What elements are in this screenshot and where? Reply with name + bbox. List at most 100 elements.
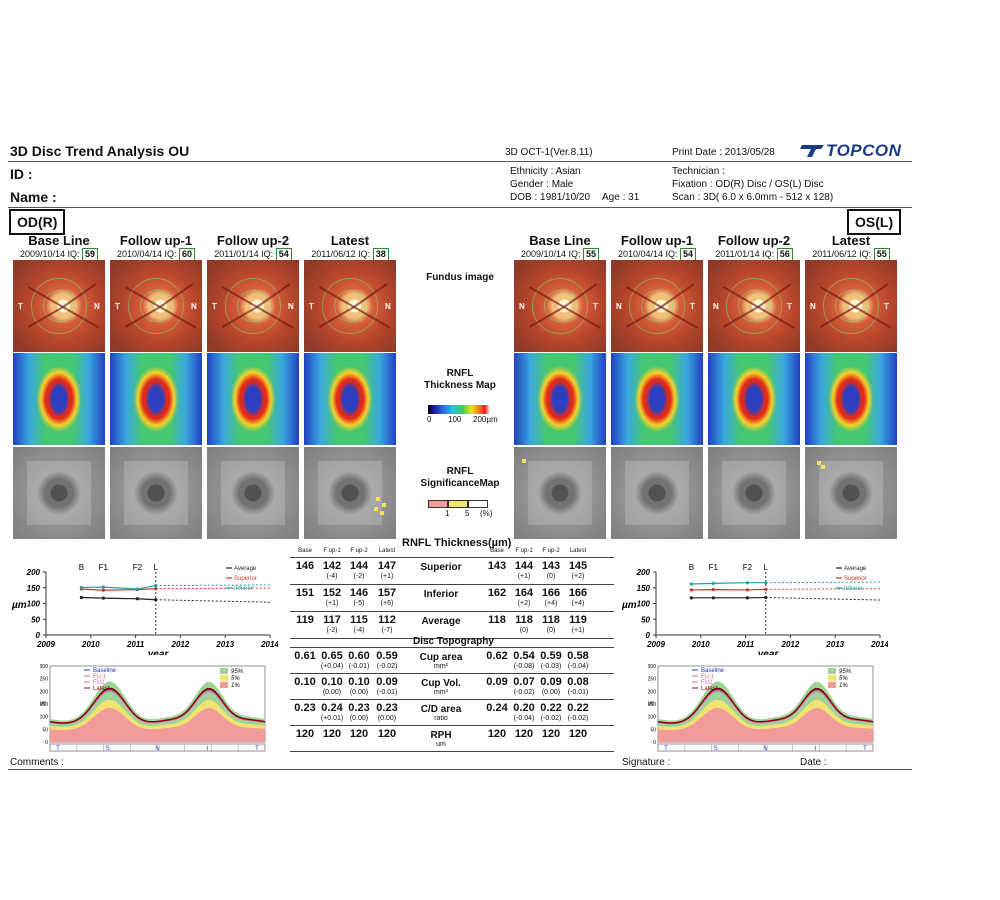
os-topo-delta: (-0.02) (540, 715, 562, 722)
od-col-baseline: Base Line 2009/10/14 IQ: 59 (13, 234, 105, 261)
os-thickness-value: 143 (487, 560, 507, 572)
rnfl-map-label-1: RNFL (446, 368, 474, 379)
profile-y-label: µm (648, 701, 654, 707)
profile-y-tick: 50 (42, 727, 48, 733)
profile-y-tick: 150 (40, 702, 48, 708)
data-point-inferior (689, 582, 693, 586)
od-thickness-delta: (-4) (326, 573, 338, 580)
od-thickness-delta: (-2) (353, 573, 365, 580)
visit-marker-label: F1 (99, 563, 109, 572)
os-col-header: F up-1 (515, 548, 533, 554)
col-date: 2011/06/12 (812, 249, 857, 259)
data-point-average (764, 595, 768, 600)
col-title: Latest (330, 233, 370, 248)
os-topo-value: 120 (514, 728, 534, 740)
sig-flag-yellow (380, 511, 384, 515)
os-col-followup2: Follow up-2 2011/01/14 IQ: 56 (708, 234, 800, 261)
comments-label: Comments : (10, 757, 64, 768)
fundus-n-label: N (385, 302, 391, 311)
os-rnfl-thickness-map-0 (514, 353, 606, 445)
trend-projection-average (765, 597, 881, 601)
sig-grid-area (27, 461, 91, 525)
sig-flag-yellow (382, 503, 386, 507)
fundus-t-label: T (309, 302, 314, 311)
od-thickness-delta: (+1) (325, 600, 339, 607)
trend-projection-superior (155, 587, 271, 590)
pct-legend-label: 1% (839, 683, 848, 689)
profile-y-tick: 0 (45, 740, 48, 746)
os-topo-value: 0.09 (540, 676, 562, 688)
os-thickness-delta: (+1) (571, 627, 585, 634)
os-topo-value: 120 (487, 728, 507, 740)
series-line-superior (691, 588, 766, 591)
scan-info: Scan : 3D( 6.0 x 6.0mm - 512 x 128) (672, 192, 834, 203)
data-point-inferior (154, 583, 158, 588)
os-thickness-value: 166 (568, 587, 588, 599)
od-thickness-value: 151 (295, 587, 315, 599)
series-line-superior (81, 588, 156, 591)
od-topo-delta: (+0.01) (320, 715, 344, 722)
pct-legend-swatch (828, 675, 836, 681)
scale-100: 100 (448, 415, 462, 424)
y-tick-label: 150 (637, 584, 651, 593)
profile-legend-label: FU 1 (93, 674, 107, 680)
os-thickness-delta: (+2) (517, 600, 531, 607)
os-topo-delta: (0.00) (541, 689, 561, 696)
fundus-ring-inner (237, 290, 269, 322)
visit-marker-label: F2 (133, 563, 143, 572)
os-thickness-delta: (+4) (571, 600, 585, 607)
percentile-1-band (50, 707, 265, 742)
topo-row-label: RPH (430, 730, 452, 741)
sig-scale-1: 1 (445, 509, 450, 518)
sig-scale-5: 5 (465, 509, 470, 518)
od-topo-delta: (0.00) (377, 715, 397, 722)
profile-y-tick: 200 (648, 689, 656, 695)
od-topo-value: 120 (295, 728, 315, 740)
os-eye-label: OS(L) (847, 209, 902, 235)
profile-legend-label: FU2 (93, 680, 105, 686)
od-topo-value: 0.59 (376, 650, 398, 662)
iq-label: IQ: (164, 249, 177, 259)
fundus-ring-inner (835, 290, 867, 322)
scale-200: 200µm (473, 415, 498, 424)
sig-flag-yellow (374, 507, 378, 511)
topo-title: Disc Topography (413, 636, 494, 647)
od-thickness-value: 144 (349, 560, 369, 572)
profile-line-2 (49, 690, 266, 725)
sig-5pct-swatch (448, 500, 468, 508)
y-tick-label: 100 (637, 600, 651, 609)
iq-label: IQ: (665, 249, 678, 259)
od-topo-value: 0.10 (321, 676, 343, 688)
sector-label: T (255, 746, 259, 752)
od-thickness-value: 142 (322, 560, 342, 572)
profile-y-tick: 250 (648, 677, 656, 683)
profile-y-tick: 0 (653, 740, 656, 746)
os-rnfl-thickness-map-1 (611, 353, 703, 445)
sector-label: I (206, 746, 208, 752)
percentile-5-band (658, 699, 873, 730)
os-topo-value: 0.08 (567, 676, 589, 688)
col-title: Follow up-1 (119, 233, 193, 248)
profile-y-tick: 300 (648, 664, 656, 670)
os-topo-value: 120 (541, 728, 561, 740)
thickness-title: RNFL Thickness(µm) (402, 537, 512, 549)
os-col-followup1: Follow up-1 2010/04/14 IQ: 54 (611, 234, 703, 261)
fundus-n-label: N (191, 302, 197, 311)
profile-y-tick: 200 (40, 689, 48, 695)
topo-row-unit: um (436, 741, 446, 748)
trend-projection-average (155, 599, 271, 603)
thickness-row-label: Superior (420, 562, 462, 573)
iq-label: IQ: (358, 249, 371, 259)
fundus-ring (225, 278, 281, 334)
od-topo-value: 0.09 (376, 676, 398, 688)
fundus-ring (128, 278, 184, 334)
legend-label: Average (844, 566, 867, 572)
profile-y-tick: 300 (40, 664, 48, 670)
os-topo-value: 0.20 (513, 702, 535, 714)
od-thickness-delta: (+1) (380, 573, 394, 580)
fundus-n-label: N (616, 302, 622, 311)
